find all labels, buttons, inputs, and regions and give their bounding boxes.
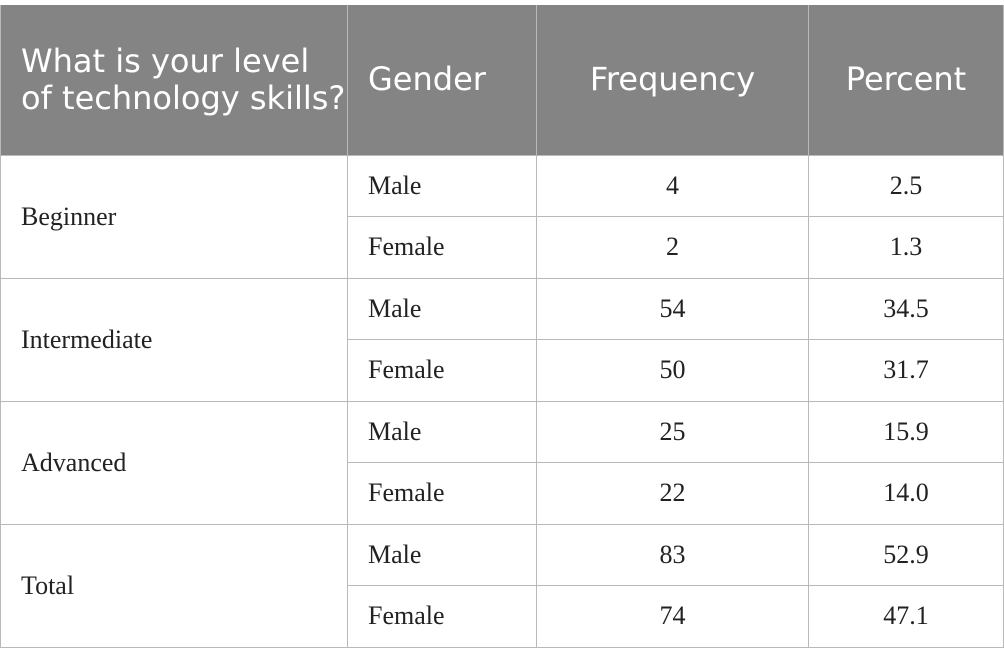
percent-cell: 14.0 <box>808 462 1004 525</box>
gender-cell: Female <box>347 339 537 402</box>
percent-cell: 52.9 <box>808 523 1004 586</box>
percent-cell: 31.7 <box>808 339 1004 402</box>
table-row: Total Male 83 52.9 <box>0 523 1004 648</box>
level-cell: Beginner <box>0 154 348 279</box>
level-cell: Intermediate <box>0 277 348 402</box>
gender-cell: Female <box>347 462 537 525</box>
frequency-cell: 74 <box>536 585 809 648</box>
table-row: Advanced Male 25 15.9 <box>0 400 1004 525</box>
percent-cell: 47.1 <box>808 585 1004 648</box>
percent-cell: 1.3 <box>808 216 1004 279</box>
table-row: Female 22 14.0 <box>1 462 1004 525</box>
header-frequency: Frequency <box>536 5 809 156</box>
frequency-cell: 83 <box>536 523 809 586</box>
table-row: Beginner Male 4 2.5 <box>0 154 1004 279</box>
header-percent: Percent <box>808 5 1004 156</box>
gender-cell: Male <box>347 400 537 463</box>
level-cell: Advanced <box>0 400 348 525</box>
percent-cell: 15.9 <box>808 400 1004 463</box>
frequency-cell: 4 <box>536 154 809 217</box>
percent-cell: 34.5 <box>808 277 1004 340</box>
frequency-cell: 22 <box>536 462 809 525</box>
header-gender: Gender <box>347 5 537 156</box>
gender-cell: Female <box>347 585 537 648</box>
technology-skills-table: What is your level of technology skills?… <box>0 5 1004 648</box>
frequency-cell: 50 <box>536 339 809 402</box>
gender-cell: Male <box>347 523 537 586</box>
gender-cell: Male <box>347 154 537 217</box>
table-row: Female 2 1.3 <box>1 216 1004 279</box>
table-row: Female 74 47.1 <box>1 585 1004 648</box>
frequency-cell: 25 <box>536 400 809 463</box>
level-cell: Total <box>0 523 348 648</box>
gender-cell: Male <box>347 277 537 340</box>
header-row: What is your level of technology skills?… <box>0 5 1004 156</box>
frequency-cell: 2 <box>536 216 809 279</box>
percent-cell: 2.5 <box>808 154 1004 217</box>
frequency-cell: 54 <box>536 277 809 340</box>
gender-cell: Female <box>347 216 537 279</box>
header-level: What is your level of technology skills? <box>0 5 348 156</box>
table-row: Intermediate Male 54 34.5 <box>0 277 1004 402</box>
